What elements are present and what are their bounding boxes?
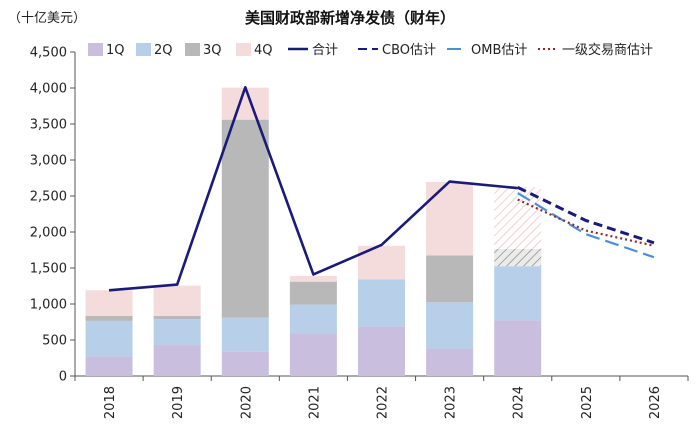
x-tick-label: 2021 xyxy=(307,386,322,419)
bar-3Q-2024 xyxy=(494,248,542,267)
y-tick-label: 3,000 xyxy=(30,154,67,169)
x-tick-label: 2019 xyxy=(171,386,186,419)
y-tick-label: 4,500 xyxy=(30,46,67,61)
legend-swatch-4Q xyxy=(236,43,251,56)
y-tick-label: 4,000 xyxy=(30,82,67,97)
legend-label-1Q: 1Q xyxy=(106,43,125,58)
y-axis-unit-label: （十亿美元） xyxy=(8,11,87,26)
bar-2Q-2019 xyxy=(153,319,201,346)
legend-label-OMB估计: OMB估计 xyxy=(471,43,527,58)
bar-2Q-2020 xyxy=(221,317,269,352)
plot-area: 0 500 1,000 1,500 2,000 2,500 3,000 3,500 4,000 4… xyxy=(30,46,689,419)
line-series-合计 xyxy=(108,85,518,292)
bar-1Q-2022 xyxy=(358,326,405,376)
bar-3Q-2020 xyxy=(221,119,269,318)
bar-1Q-2019 xyxy=(153,345,201,376)
bar-1Q-2018 xyxy=(85,356,133,376)
bar-3Q-2023 xyxy=(426,255,474,303)
y-tick-label: 1,500 xyxy=(30,262,67,277)
bar-1Q-2023 xyxy=(426,349,474,376)
bar-4Q-2021 xyxy=(289,275,337,282)
bar-3Q-2021 xyxy=(289,281,337,305)
x-tick-label: 2018 xyxy=(103,386,118,419)
x-tick-label: 2026 xyxy=(648,386,663,419)
legend: 1Q 2Q 3Q 4Q 合计 CBO估计 OMB估计 一级交易商估计 xyxy=(88,42,653,58)
legend-label-4Q: 4Q xyxy=(254,43,273,58)
y-tick-label: 1,000 xyxy=(30,298,67,313)
bar-4Q-2018 xyxy=(85,290,133,316)
line-series-OMB估计 xyxy=(517,192,655,259)
legend-swatch-2Q xyxy=(136,43,151,56)
bar-2Q-2018 xyxy=(85,320,133,357)
x-tick-label: 2024 xyxy=(512,386,527,419)
y-tick-label: 2,000 xyxy=(30,226,67,241)
bar-4Q-2024 xyxy=(494,187,542,249)
x-tick-label: 2025 xyxy=(580,386,595,419)
x-tick-label: 2023 xyxy=(444,386,459,419)
bar-1Q-2021 xyxy=(289,333,337,376)
bar-1Q-2024 xyxy=(494,320,542,376)
line-series-CBO估计 xyxy=(517,186,655,245)
line-series-一级交易商估计 xyxy=(517,198,655,247)
bar-3Q-2019 xyxy=(153,315,201,320)
y-tick-label: 0 xyxy=(59,370,67,385)
legend-label-合计: 合计 xyxy=(312,43,338,58)
legend-swatch-1Q xyxy=(88,43,103,56)
x-tick-label: 2022 xyxy=(376,386,391,419)
chart-title: 美国财政部新增净发债（财年） xyxy=(244,9,455,27)
legend-label-2Q: 2Q xyxy=(154,43,173,58)
bar-2Q-2021 xyxy=(289,304,337,334)
legend-label-一级交易商估计: 一级交易商估计 xyxy=(562,42,653,58)
x-tick-label: 2020 xyxy=(239,386,254,419)
bar-1Q-2020 xyxy=(221,351,269,376)
bar-2Q-2023 xyxy=(426,302,474,349)
bar-4Q-2019 xyxy=(153,285,201,316)
y-tick-label: 500 xyxy=(42,334,67,349)
y-tick-label: 2,500 xyxy=(30,190,67,205)
legend-label-CBO估计: CBO估计 xyxy=(382,43,436,58)
legend-swatch-3Q xyxy=(185,43,200,56)
bar-4Q-2023 xyxy=(426,181,474,256)
bar-2Q-2024 xyxy=(494,266,542,321)
bar-4Q-2020 xyxy=(221,87,269,120)
bar-3Q-2018 xyxy=(85,315,133,321)
y-tick-label: 3,500 xyxy=(30,118,67,133)
bar-2Q-2022 xyxy=(358,279,405,327)
legend-label-3Q: 3Q xyxy=(203,43,222,58)
